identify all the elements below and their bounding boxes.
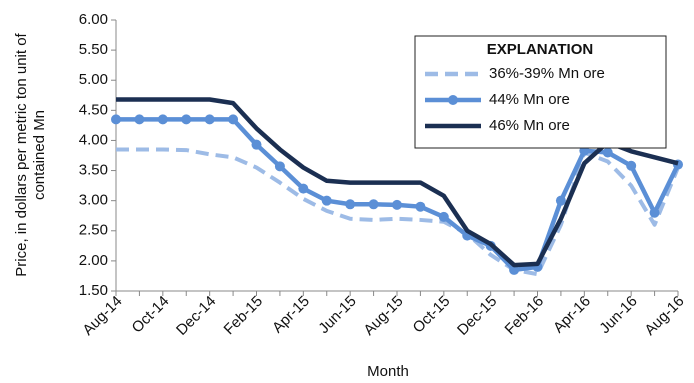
y-tick-label: 1.50	[79, 282, 108, 299]
data-point	[204, 114, 215, 125]
y-tick-label: 5.00	[79, 71, 108, 88]
y-axis-title-line: contained Mn	[31, 110, 48, 200]
data-point	[111, 114, 121, 125]
data-point	[509, 264, 520, 275]
x-tick-label: Apr-16	[550, 293, 594, 337]
data-point	[555, 195, 566, 206]
data-point	[438, 211, 449, 222]
data-point	[134, 114, 145, 125]
x-tick-label: Dec-14	[173, 293, 219, 339]
x-tick-label: Jun-16	[596, 293, 640, 337]
data-point	[602, 147, 613, 158]
legend-box	[414, 35, 667, 149]
data-point	[649, 207, 660, 218]
legend-label: 44% Mn ore	[489, 91, 570, 108]
data-point	[251, 139, 262, 150]
y-tick-label: 5.50	[79, 41, 108, 58]
series-line	[116, 97, 679, 268]
x-tick-label: Oct-15	[410, 293, 454, 337]
series-line	[116, 147, 680, 277]
data-point	[392, 199, 402, 210]
legend-label: 36%-39% Mn ore	[489, 65, 605, 82]
x-tick-label: Apr-15	[269, 293, 313, 337]
x-tick-label: Aug-14	[79, 293, 125, 339]
y-tick-label: 4.50	[79, 101, 108, 118]
y-tick-label: 2.00	[79, 252, 108, 269]
data-point	[415, 201, 426, 212]
data-point	[345, 199, 356, 210]
y-tick-label: 6.00	[79, 11, 108, 28]
data-point	[368, 199, 379, 210]
data-point	[228, 114, 239, 125]
x-tick-label: Feb-16	[502, 293, 548, 339]
data-point	[298, 183, 309, 194]
legend-label: 46% Mn ore	[489, 117, 570, 134]
x-tick-label: Aug-15	[360, 293, 406, 339]
legend-title: EXPLANATION	[487, 41, 593, 58]
data-point	[181, 114, 192, 125]
data-point	[321, 195, 332, 206]
y-tick-label: 3.50	[79, 162, 108, 179]
data-point	[274, 161, 285, 172]
x-tick-label: Dec-15	[454, 293, 500, 339]
y-tick-label: 4.00	[79, 131, 108, 148]
data-point	[626, 160, 637, 171]
data-point	[157, 114, 168, 125]
y-axis-title: Price, in dollars per metric ton unit of…	[13, 32, 48, 276]
x-tick-label: Jun-15	[315, 293, 359, 337]
x-tick-label: Oct-14	[129, 293, 173, 337]
legend-marker	[448, 95, 458, 105]
x-axis-title: Month	[367, 363, 409, 380]
y-tick-label: 3.00	[79, 192, 108, 209]
y-axis-title-line: Price, in dollars per metric ton unit of	[13, 32, 30, 276]
x-tick-label: Aug-16	[641, 293, 687, 339]
y-tick-label: 2.50	[79, 222, 108, 239]
x-tick-label: Feb-15	[221, 293, 267, 339]
